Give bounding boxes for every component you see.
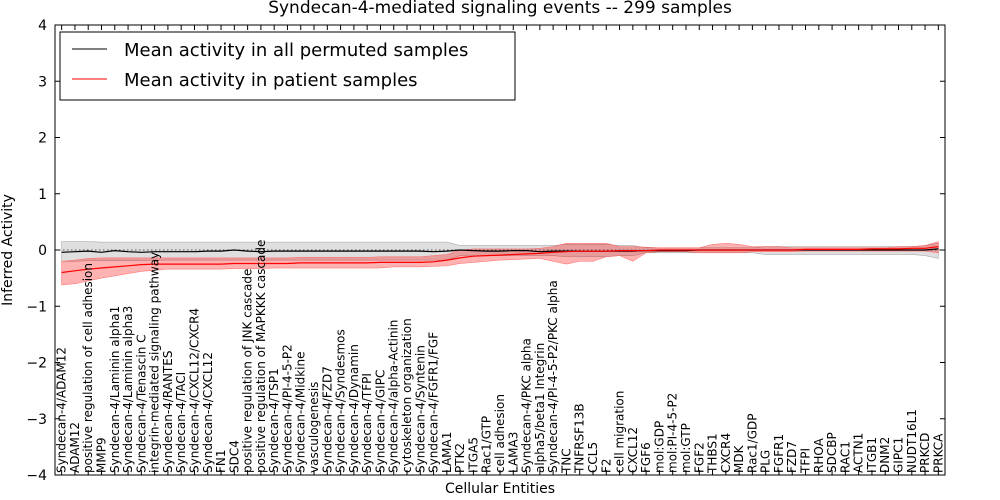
x-tick-label: Rac1/GDP	[745, 414, 759, 473]
x-tick-label: GIPC1	[892, 437, 906, 473]
x-tick-label: TNC	[559, 448, 573, 474]
y-tick-label: −4	[26, 468, 47, 484]
x-tick-label: RAC1	[838, 441, 852, 473]
x-tick-label: LAMA3	[506, 432, 520, 473]
x-tick-label: positive regulation of MAPKKK cascade	[254, 240, 268, 473]
x-tick-label: CCL5	[586, 442, 600, 473]
x-tick-label: Syndecan-4/Laminin alpha1	[108, 306, 122, 473]
x-tick-label: CXCR4	[719, 433, 733, 473]
x-tick-label: THBS1	[706, 433, 720, 474]
x-tick-label: Syndecan-4/Midkine	[294, 352, 308, 473]
x-tick-label: PLG	[759, 450, 773, 473]
x-tick-label: CXCL12	[626, 427, 640, 473]
x-tick-label: mol:PI-4-5-P2	[666, 393, 680, 473]
x-tick-label: NUDT16L1	[905, 409, 919, 473]
y-tick-label: −3	[26, 412, 47, 428]
x-tick-label: RHOA	[812, 437, 826, 473]
x-tick-label: PTK2	[453, 443, 467, 473]
x-tick-label: Syndecan-4/Syntenin	[413, 345, 427, 473]
x-tick-label: vasculogenesis	[307, 382, 321, 473]
x-tick-label: Syndecan-4/PKC alpha	[520, 338, 534, 473]
x-tick-label: Syndecan-4/Syndesmos	[334, 329, 348, 473]
x-tick-label: Syndecan-4/FGFR1/FGF	[427, 332, 441, 473]
x-tick-label: MDK	[732, 444, 746, 473]
y-tick-label: −2	[26, 356, 47, 372]
x-tick-label: Syndecan-4/TACI	[174, 372, 188, 473]
legend-label-patient: Mean activity in patient samples	[124, 70, 418, 91]
x-tick-label: cell adhesion	[493, 394, 507, 473]
x-tick-label: Syndecan-4/RANTES	[161, 351, 175, 473]
x-tick-label: ITGB1	[865, 437, 879, 473]
x-tick-label: FGF6	[639, 442, 653, 473]
x-tick-label: Syndecan-4/TFPI	[360, 373, 374, 473]
patient-band	[61, 241, 939, 286]
x-tick-label: ACTN1	[852, 433, 866, 473]
legend: Mean activity in all permuted samples Me…	[59, 31, 516, 101]
x-tick-label: FGF2	[692, 442, 706, 473]
x-tick-label: F2	[599, 458, 613, 473]
x-tick-label: Syndecan-4/Laminin alpha3	[121, 306, 135, 473]
x-tick-label: SDC4	[227, 440, 241, 473]
legend-label-permuted: Mean activity in all permuted samples	[124, 40, 468, 61]
x-tick-label: Syndecan-4/CXCL12	[201, 352, 215, 473]
x-tick-label: Syndecan-4/FZD7	[320, 366, 334, 473]
x-tick-label: Syndecan-4/ADAM12	[55, 347, 69, 473]
y-tick-label: 0	[38, 243, 47, 259]
x-tick-label: FGFR1	[772, 434, 786, 473]
y-tick-label: 4	[38, 18, 47, 34]
x-tick-label: Syndecan-4/PI-4-5-P2	[281, 344, 295, 473]
x-tick-label: integrin-mediated signaling pathway	[148, 252, 162, 473]
x-tick-label: positive regulation of JNK cascade	[241, 269, 255, 473]
x-tick-label: Syndecan-4/PI-4-5-P2/PKC alpha	[546, 280, 560, 473]
x-tick-label: TNFRSF13B	[573, 403, 587, 474]
x-tick-label: mol:GTP	[679, 423, 693, 473]
x-tick-label: Syndecan-4/GIPC	[373, 370, 387, 473]
y-tick-label: 1	[38, 187, 47, 203]
y-tick-label: −1	[26, 299, 47, 315]
y-tick-label: 2	[38, 131, 47, 147]
x-tick-label: PRKCD	[918, 433, 932, 473]
x-tick-label: FZD7	[785, 441, 799, 473]
x-tick-label: Syndecan-4/alpha-Actinin	[387, 320, 401, 473]
x-tick-label: cell migration	[613, 391, 627, 473]
x-tick-label: LAMA1	[440, 432, 454, 473]
x-tick-label: Syndecan-4/TSP1	[267, 368, 281, 473]
x-tick-label: ITGA5	[466, 437, 480, 473]
x-tick-label: mol:GDP	[652, 421, 666, 473]
series-line-patient	[61, 246, 939, 274]
x-tick-label: Syndecan-4/Dynamin	[347, 344, 361, 473]
x-tick-label: TFPI	[799, 448, 813, 474]
y-axis-label: Inferred Activity	[0, 194, 16, 306]
x-tick-label: PRKCA	[931, 433, 945, 473]
x-tick-label: cytoskeleton organization	[400, 318, 414, 473]
x-tick-label: FN1	[214, 449, 228, 473]
x-tick-label: Rac1/GTP	[480, 416, 494, 473]
x-tick-label: Syndecan-4/CXCL12/CXCR4	[188, 308, 202, 473]
x-tick-label: Syndecan-4/Tenascin C	[134, 334, 148, 473]
x-tick-label: alpha5/beta1 Integrin	[533, 343, 547, 473]
x-tick-label: DNM2	[878, 437, 892, 473]
x-tick-label: MMP9	[95, 437, 109, 473]
x-tick-label: positive regulation of cell adhesion	[81, 263, 95, 473]
legend-frame	[59, 31, 516, 101]
x-axis-label: Cellular Entities	[445, 481, 555, 497]
x-tick-label: SDCBP	[825, 432, 839, 473]
y-tick-label: 3	[38, 74, 47, 90]
chart-title: Syndecan-4-mediated signaling events -- …	[268, 0, 732, 18]
x-tick-label: ADAM12	[68, 422, 82, 473]
